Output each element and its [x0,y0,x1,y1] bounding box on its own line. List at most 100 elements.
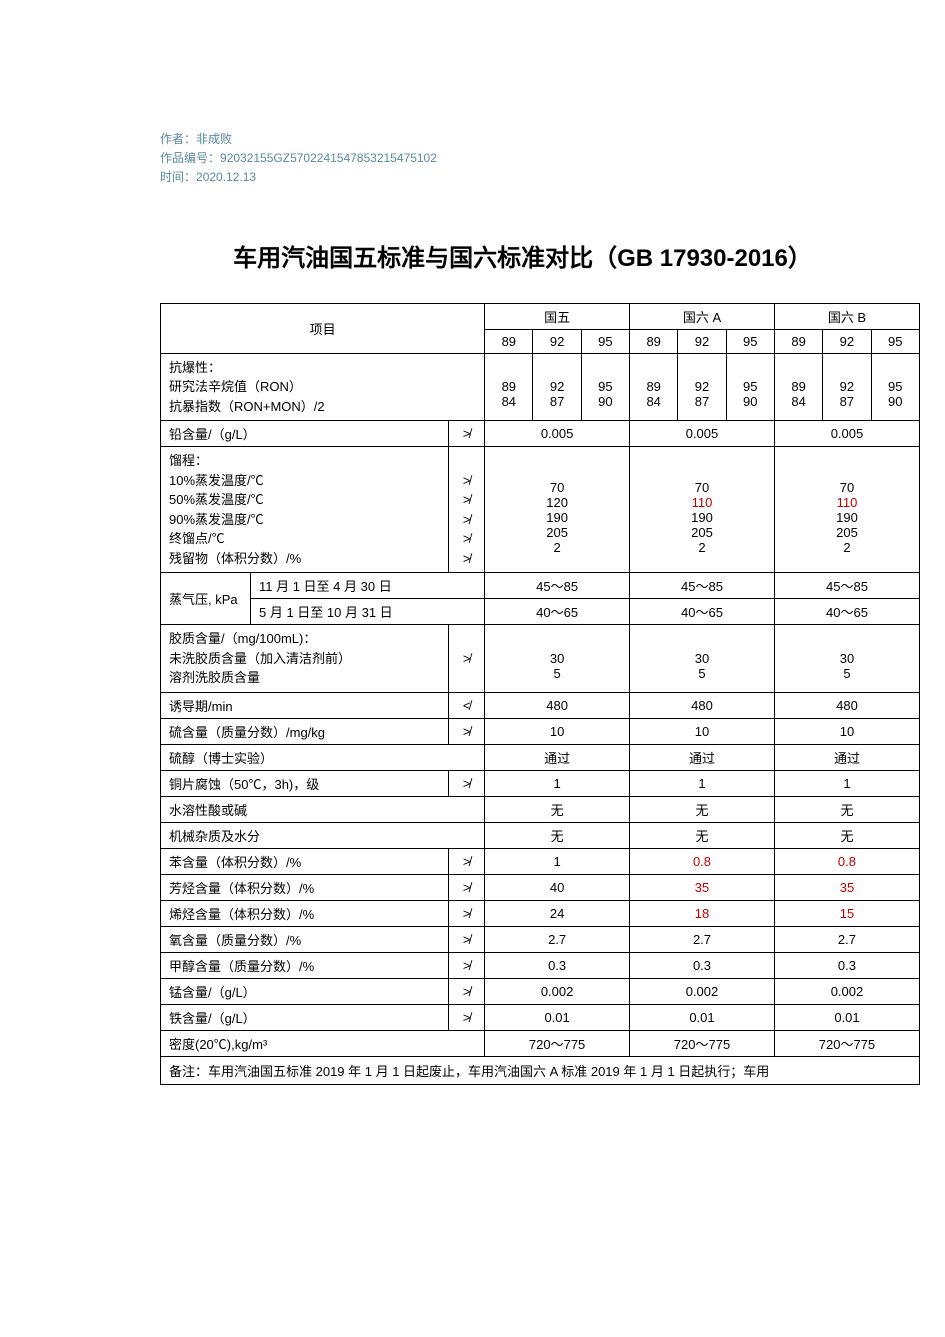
vapor-winter-g6a: 45～85 [630,573,775,599]
mn-g6b: 0.002 [774,978,919,1004]
cell: 9287 [823,353,871,421]
acid-g6b: 无 [774,796,919,822]
cell: 9590 [871,353,919,421]
dist-t10: 10%蒸发温度/℃ [169,471,440,491]
vapor-summer-g6a: 40～65 [630,599,775,625]
antiknock-idx-label: 抗暴指数（RON+MON）/2 [169,397,476,417]
row-copper: 铜片腐蚀（50℃，3h)，级 ≯ 1 1 1 [161,770,920,796]
gum-syms: ≯ [449,625,485,693]
header-row-1: 项目 国五 国六 A 国六 B [161,303,920,329]
row-impurity: 机械杂质及水分 无 无 无 [161,822,920,848]
vapor-summer-label: 5 月 1 日至 10 月 31 日 [251,599,485,625]
g6a-92: 92 [678,329,726,353]
row-oxygen: 氧含量（质量分数）/% ≯ 2.7 2.7 2.7 [161,926,920,952]
gum-solvent: 溶剂洗胶质含量 [169,668,440,688]
mercaptan-g6a: 通过 [630,744,775,770]
copper-g6b: 1 [774,770,919,796]
gum-g6b: 305 [774,625,919,693]
g6b-92: 92 [823,329,871,353]
dist-main: 馏程： [169,451,440,471]
dist-t50: 50%蒸发温度/℃ [169,490,440,510]
cell: 8984 [630,353,678,421]
copper-g5: 1 [485,770,630,796]
row-gum: 胶质含量/（mg/100mL)： 未洗胶质含量（加入清洁剂前） 溶剂洗胶质含量 … [161,625,920,693]
oxygen-label: 氧含量（质量分数）/% [161,926,449,952]
gum-unwashed: 未洗胶质含量（加入清洁剂前） [169,649,440,669]
dist-tfinal: 终馏点/℃ [169,529,440,549]
row-footnote: 备注：车用汽油国五标准 2019 年 1 月 1 日起废止，车用汽油国六 A 标… [161,1056,920,1084]
g6b-95: 95 [871,329,919,353]
dist-g5: 70 120 190 205 2 [485,447,630,573]
fe-g5: 0.01 [485,1004,630,1030]
g5-92: 92 [533,329,581,353]
sulfur-g5: 10 [485,718,630,744]
cell: 9287 [678,353,726,421]
mercaptan-g6b: 通过 [774,744,919,770]
row-mn: 锰含量/（g/L） ≯ 0.002 0.002 0.002 [161,978,920,1004]
antiknock-main: 抗爆性： [169,358,476,378]
impurity-label: 机械杂质及水分 [161,822,485,848]
document-meta: 作者：非成败 作品编号：92032155GZ570224154785321547… [160,130,885,188]
cell: 9590 [581,353,629,421]
row-induction: 诱导期/min ≮ 480 480 480 [161,692,920,718]
row-fe: 铁含量/（g/L） ≯ 0.01 0.01 0.01 [161,1004,920,1030]
density-g6b: 720～775 [774,1030,919,1056]
density-label: 密度(20℃),kg/m³ [161,1030,485,1056]
benzene-g6b: 0.8 [774,848,919,874]
olefin-g5: 24 [485,900,630,926]
density-g5: 720～775 [485,1030,630,1056]
fe-g6b: 0.01 [774,1004,919,1030]
mercaptan-label: 硫醇（博士实验） [161,744,485,770]
gum-g6a: 305 [630,625,775,693]
acid-label: 水溶性酸或碱 [161,796,485,822]
row-vapor-summer: 5 月 1 日至 10 月 31 日 40～65 40～65 40～65 [161,599,920,625]
fe-g6a: 0.01 [630,1004,775,1030]
copper-g6a: 1 [630,770,775,796]
vapor-winter-g6b: 45～85 [774,573,919,599]
methanol-g6a: 0.3 [630,952,775,978]
row-antiknock: 抗爆性： 研究法辛烷值（RON） 抗暴指数（RON+MON）/2 8984 92… [161,353,920,421]
mn-label: 锰含量/（g/L） [161,978,449,1004]
oxygen-g5: 2.7 [485,926,630,952]
lead-g5: 0.005 [485,421,630,447]
copper-sym: ≯ [449,770,485,796]
acid-g5: 无 [485,796,630,822]
g6a-95: 95 [726,329,774,353]
oxygen-g6a: 2.7 [630,926,775,952]
cell: 9590 [726,353,774,421]
footnote-text: 备注：车用汽油国五标准 2019 年 1 月 1 日起废止，车用汽油国六 A 标… [161,1056,920,1084]
dist-residue: 残留物（体积分数）/% [169,549,440,569]
impurity-g6b: 无 [774,822,919,848]
induction-g6b: 480 [774,692,919,718]
aromatic-label: 芳烃含量（体积分数）/% [161,874,449,900]
induction-g5: 480 [485,692,630,718]
row-acid: 水溶性酸或碱 无 无 无 [161,796,920,822]
sulfur-sym: ≯ [449,718,485,744]
g5-95: 95 [581,329,629,353]
olefin-label: 烯烃含量（体积分数）/% [161,900,449,926]
gum-main: 胶质含量/（mg/100mL)： [169,629,440,649]
methanol-g5: 0.3 [485,952,630,978]
row-olefin: 烯烃含量（体积分数）/% ≯ 24 18 15 [161,900,920,926]
olefin-sym: ≯ [449,900,485,926]
mn-sym: ≯ [449,978,485,1004]
lead-label: 铅含量/（g/L） [161,421,449,447]
gum-labels: 胶质含量/（mg/100mL)： 未洗胶质含量（加入清洁剂前） 溶剂洗胶质含量 [161,625,449,693]
vapor-winter-label: 11 月 1 日至 4 月 30 日 [251,573,485,599]
col-project: 项目 [161,303,485,353]
cell: 9287 [533,353,581,421]
time-line: 时间：2020.12.13 [160,168,885,187]
antiknock-ron-label: 研究法辛烷值（RON） [169,377,476,397]
row-lead: 铅含量/（g/L） ≯ 0.005 0.005 0.005 [161,421,920,447]
impurity-g6a: 无 [630,822,775,848]
distillation-labels: 馏程： 10%蒸发温度/℃ 50%蒸发温度/℃ 90%蒸发温度/℃ 终馏点/℃ … [161,447,449,573]
induction-label: 诱导期/min [161,692,449,718]
col-g6a: 国六 A [630,303,775,329]
row-density: 密度(20℃),kg/m³ 720～775 720～775 720～775 [161,1030,920,1056]
induction-sym: ≮ [449,692,485,718]
oxygen-g6b: 2.7 [774,926,919,952]
comparison-table: 项目 国五 国六 A 国六 B 89 92 95 89 92 95 89 92 … [160,303,920,1085]
sulfur-label: 硫含量（质量分数）/mg/kg [161,718,449,744]
row-benzene: 苯含量（体积分数）/% ≯ 1 0.8 0.8 [161,848,920,874]
lead-g6a: 0.005 [630,421,775,447]
